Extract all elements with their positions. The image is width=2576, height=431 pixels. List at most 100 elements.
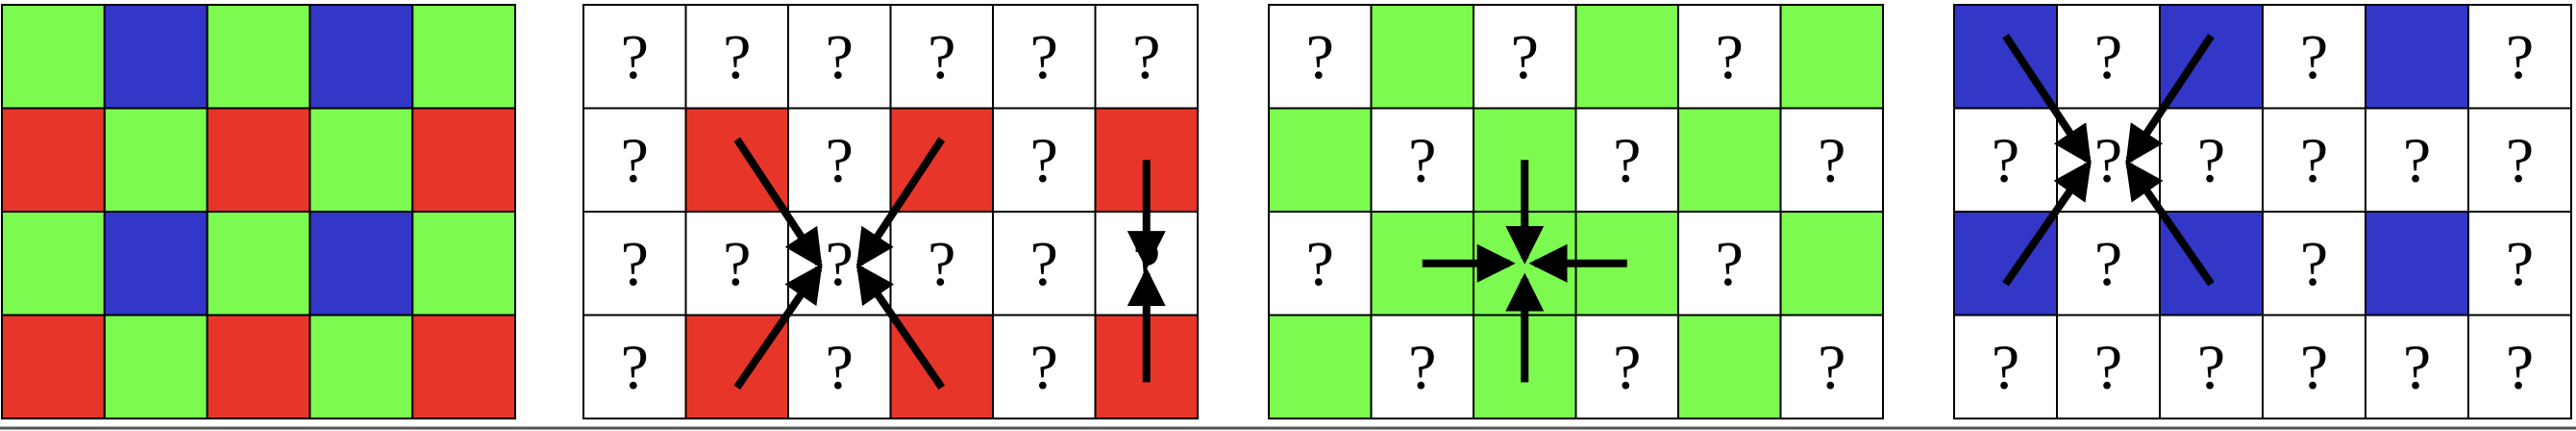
unknown-value-mark: ? <box>2506 125 2534 195</box>
grid-cell <box>1779 314 1884 419</box>
grid-cell <box>1677 4 1782 110</box>
unknown-value-mark: ? <box>2506 332 2534 402</box>
grid-cell <box>1370 314 1474 419</box>
unknown-value-mark: ? <box>2300 332 2328 402</box>
grid-cell <box>309 4 414 110</box>
unknown-value-mark: ? <box>826 229 854 299</box>
grid-cell <box>2365 107 2469 213</box>
grid-cell <box>1 314 106 419</box>
grid-cell <box>103 211 209 317</box>
interpolation-arrow <box>2125 160 2215 287</box>
grid-cell <box>1677 314 1782 419</box>
unknown-value-mark: ? <box>1030 125 1058 195</box>
grid-cell <box>2365 211 2469 317</box>
unknown-value-mark: ? <box>2300 125 2328 195</box>
unknown-value-mark: ? <box>1613 125 1641 195</box>
unknown-value-mark: ? <box>1992 125 2019 195</box>
grid-cell <box>2159 314 2264 419</box>
grid-cell <box>206 314 311 419</box>
grid-cell <box>787 314 892 419</box>
grid-cell <box>103 314 209 419</box>
interpolation-arrow <box>855 263 946 391</box>
unknown-value-mark: ? <box>2403 332 2431 402</box>
grid-cell <box>1779 4 1884 110</box>
unknown-value-mark: ? <box>621 332 649 402</box>
unknown-value-mark: ? <box>826 22 854 92</box>
grid-cell <box>1574 107 1679 213</box>
unknown-value-mark: ? <box>1030 332 1058 402</box>
unknown-value-mark: ? <box>1716 22 1744 92</box>
unknown-value-mark: ? <box>1818 332 1845 402</box>
grid-cell <box>1268 4 1373 110</box>
unknown-value-mark: ? <box>928 229 955 299</box>
unknown-value-mark: ? <box>2506 229 2534 299</box>
unknown-value-mark: ? <box>826 125 854 195</box>
grid-cell <box>1779 107 1884 213</box>
grid-cell <box>1370 107 1474 213</box>
grid-cell <box>1 211 106 317</box>
grid-cell <box>992 107 1097 213</box>
grid-cell <box>2365 4 2469 110</box>
panel-bayer-mosaic <box>1 4 517 419</box>
grid-cell <box>1677 107 1782 213</box>
grid-cell <box>309 314 414 419</box>
grid-cell <box>2262 107 2366 213</box>
grid-cell <box>2467 4 2572 110</box>
unknown-value-mark: ? <box>1408 125 1436 195</box>
panel-blue-channel-interpolation: ?????????????????? <box>1953 4 2572 419</box>
unknown-value-mark: ? <box>1030 229 1058 299</box>
grid-cell <box>1370 4 1474 110</box>
unknown-value-mark: ? <box>2197 332 2225 402</box>
interpolation-arrow <box>2002 160 2092 287</box>
grid-cell <box>206 211 311 317</box>
unknown-value-mark: ? <box>1030 22 1058 92</box>
grid-cell <box>103 107 209 213</box>
grid-cell <box>582 211 687 317</box>
interpolation-arrow <box>856 137 946 269</box>
panel-red-channel-interpolation: ?????????????????? <box>582 4 1199 419</box>
grid-cell <box>2159 107 2264 213</box>
grid-cell <box>2056 211 2161 317</box>
grid-cell <box>206 4 311 110</box>
grid-cell <box>411 314 517 419</box>
grid-cell <box>684 211 789 317</box>
grid-cell <box>1574 314 1679 419</box>
grid-cell <box>2467 211 2572 317</box>
interpolation-arrow <box>2125 34 2215 165</box>
unknown-value-mark: ? <box>723 229 751 299</box>
grid-cell <box>1094 4 1199 110</box>
unknown-value-mark: ? <box>621 125 649 195</box>
grid-cell <box>1268 107 1373 213</box>
unknown-value-mark: ? <box>1306 229 1334 299</box>
grid-cell <box>1953 314 2058 419</box>
grid-cell <box>103 4 209 110</box>
unknown-value-mark: ? <box>2403 125 2431 195</box>
unknown-value-mark: ? <box>2300 229 2328 299</box>
grid-cell <box>582 314 687 419</box>
unknown-value-mark: ? <box>928 22 955 92</box>
unknown-value-mark: ? <box>1613 332 1641 402</box>
grid-cell <box>1 4 106 110</box>
grid-cell <box>411 107 517 213</box>
grid-cell <box>309 211 414 317</box>
grid-cell <box>1574 4 1679 110</box>
grid-cell <box>206 107 311 213</box>
interpolation-arrow <box>733 137 823 269</box>
unknown-value-mark: ? <box>2506 22 2534 92</box>
unknown-value-mark: ? <box>1408 332 1436 402</box>
unknown-value-mark: ? <box>1992 332 2019 402</box>
grid-cell <box>1779 211 1884 317</box>
unknown-value-mark: ? <box>2094 22 2122 92</box>
unknown-value-mark: ? <box>1716 229 1744 299</box>
unknown-value-mark: ? <box>2094 332 2122 402</box>
grid-cell <box>309 107 414 213</box>
grid-cell <box>411 211 517 317</box>
unknown-value-mark: ? <box>621 229 649 299</box>
panel-green-channel-interpolation: ??????????? <box>1268 4 1884 419</box>
grid-cell <box>2262 211 2366 317</box>
unknown-value-mark: ? <box>1818 125 1845 195</box>
interpolation-arrow <box>733 263 823 391</box>
grid-cell <box>787 107 892 213</box>
unknown-value-mark: ? <box>1132 22 1160 92</box>
